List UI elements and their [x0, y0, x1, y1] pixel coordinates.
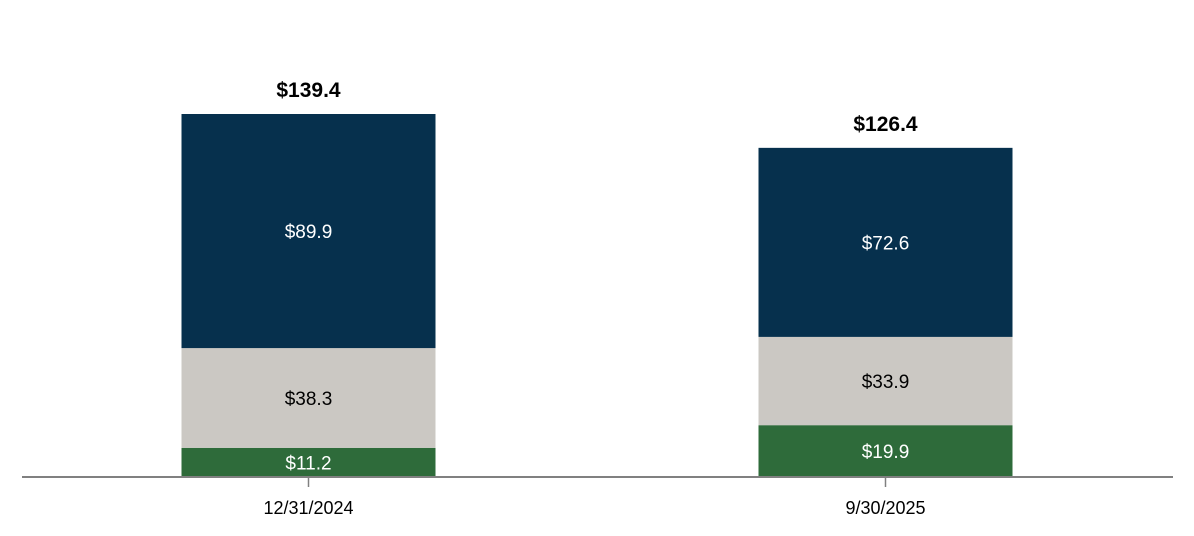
x-tick-label: 9/30/2025 [845, 498, 925, 518]
bar-segment-2-1 [758, 425, 1013, 477]
bar-segment-2-3 [758, 147, 1013, 337]
bar-total-label: $126.4 [853, 113, 918, 136]
bars-group [181, 114, 1013, 477]
segment-value-label: $72.6 [862, 233, 910, 254]
bar-total-label: $139.4 [276, 79, 341, 102]
x-tick-label: 12/31/2024 [263, 498, 353, 518]
bar-segment-1-1 [181, 447, 436, 477]
segment-value-label: $11.2 [285, 453, 331, 474]
bar-segment-2-2 [758, 336, 1013, 426]
segment-value-label: $89.9 [285, 222, 333, 243]
x-axis-ticks: 12/31/2024 9/30/2025 [263, 477, 926, 518]
segment-value-label: $38.3 [285, 389, 333, 410]
bar-segment-1-3 [181, 114, 436, 349]
labels-group: $11.2 $38.3 $89.9 $139.4 $19.9 $33.9 $72.6 $126… [276, 79, 918, 474]
segment-value-label: $33.9 [862, 372, 910, 393]
bar-segment-1-2 [181, 348, 436, 448]
segment-value-label: $19.9 [862, 442, 910, 463]
